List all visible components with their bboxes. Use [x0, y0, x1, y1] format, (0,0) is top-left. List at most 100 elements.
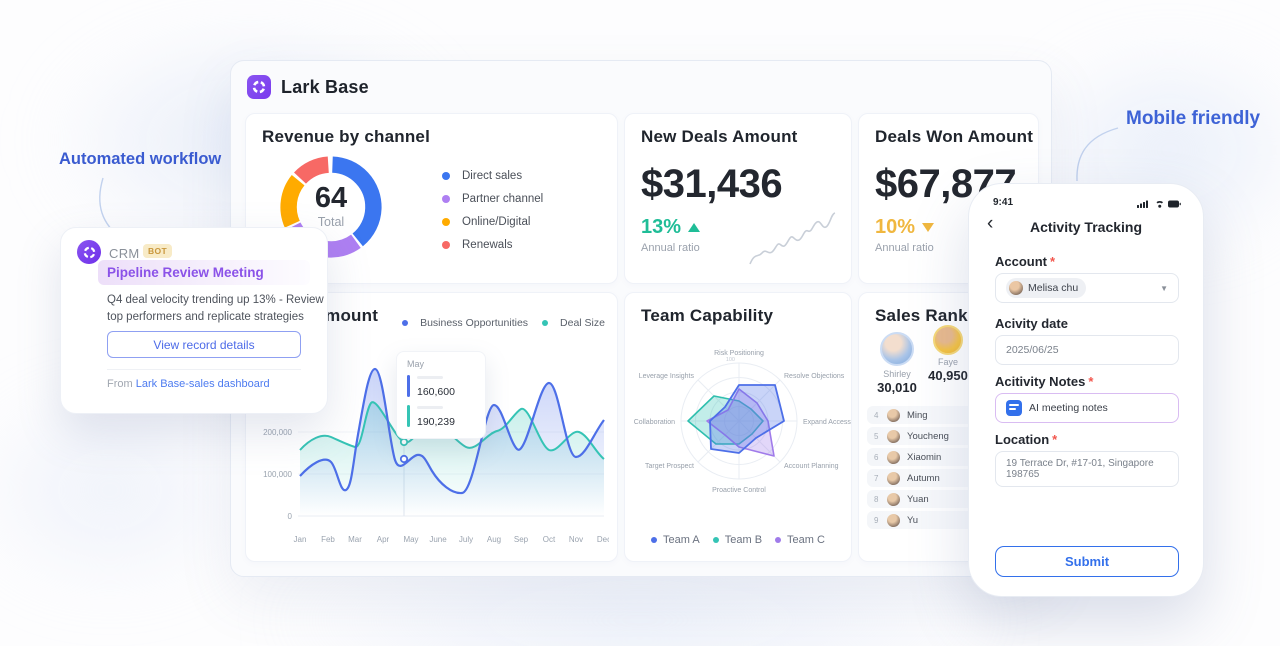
lark-base-logo-icon	[247, 75, 271, 99]
rank-name: Yu	[907, 514, 919, 526]
battery-icon	[1168, 200, 1181, 208]
rank-number: 8	[874, 494, 879, 504]
x-tick: Dec	[597, 535, 609, 544]
legend-label: Team B	[724, 534, 763, 546]
leader-name: Shirley	[883, 369, 911, 379]
rank-name: Autumn	[907, 472, 940, 484]
leader-name: Faye	[937, 357, 958, 367]
date-input[interactable]: 2025/06/25	[995, 335, 1179, 365]
required-asterisk: *	[1050, 254, 1056, 269]
avatar	[887, 471, 900, 485]
radar-axis-label: Expand Access	[803, 419, 851, 426]
legend-item: Business Opportunities	[402, 311, 528, 334]
account-chip-name: Melisa chu	[1028, 282, 1079, 294]
kpi-value: $31,436	[641, 162, 783, 206]
rank-name: Ming	[907, 409, 928, 421]
bot-badge: BOT	[143, 244, 173, 258]
tooltip-row: 160,600	[407, 374, 475, 400]
bot-source-line: From Lark Base-sales dashboard	[107, 378, 270, 390]
rank-number: 7	[874, 473, 879, 483]
bot-body-line: top performers and replicate strategies	[107, 311, 304, 323]
avatar	[1009, 281, 1023, 295]
signal-icon	[1137, 200, 1148, 208]
background-glow	[0, 380, 260, 600]
tooltip-row: 190,239	[407, 404, 475, 430]
radar-tick: 100	[726, 357, 735, 363]
kpi-caption: Annual ratio	[641, 242, 700, 254]
new-deals-amount-card: New Deals Amount $31,436 13% Annual rati…	[624, 113, 852, 284]
submit-button[interactable]: Submit	[995, 546, 1179, 577]
x-tick: Oct	[543, 535, 556, 544]
x-tick: Feb	[321, 535, 335, 544]
radar-axis-label: Risk Positioning	[714, 350, 764, 357]
account-chip: Melisa chu	[1006, 278, 1087, 298]
legend-label: Renewals	[462, 238, 513, 251]
team-capability-card: Team Capability 100 Risk Positioning Res…	[624, 292, 852, 562]
location-input[interactable]: 19 Terrace Dr, #17-01, Singapore 198765	[995, 451, 1179, 487]
required-asterisk: *	[1052, 432, 1058, 447]
tooltip-series-bar	[407, 405, 410, 427]
tooltip-series-skeleton	[417, 376, 443, 379]
avatar	[887, 429, 900, 443]
tooltip-label: May	[407, 359, 425, 369]
legend-item: Deal Size	[542, 311, 605, 334]
status-bar-icons	[1137, 200, 1181, 208]
chevron-down-icon[interactable]: ▼	[1160, 283, 1168, 293]
legend-item: Renewals	[442, 233, 543, 256]
radar-axis-label: Account Planning	[784, 463, 839, 470]
x-tick: Sep	[514, 535, 529, 544]
radar-legend: Team A Team B Team C	[625, 533, 851, 547]
legend-label: Online/Digital	[462, 215, 531, 228]
rank-number: 9	[874, 515, 879, 525]
tooltip-series-skeleton	[417, 406, 443, 409]
kpi-delta-value: 10%	[875, 216, 916, 238]
back-chevron-icon[interactable]: ‹	[987, 213, 994, 234]
legend-item: Partner channel	[442, 187, 543, 210]
bot-app-name: CRM	[109, 246, 140, 261]
line-chart: 200,000 100,000 0 Jan Feb Mar Apr May Ju…	[263, 367, 609, 544]
legend-label: Team C	[787, 534, 825, 546]
x-tick: Aug	[487, 535, 501, 544]
legend-dot	[442, 171, 450, 180]
card-title: New Deals Amount	[641, 127, 798, 146]
rank-number: 5	[874, 431, 879, 441]
legend-item: Team B	[712, 533, 763, 547]
leader-avatar-faye	[933, 325, 963, 355]
y-tick: 200,000	[263, 428, 292, 437]
from-prefix: From	[107, 378, 136, 390]
data-point-marker	[399, 454, 409, 464]
donut-center: 64 Total	[278, 182, 384, 230]
divider	[107, 369, 301, 370]
legend-label: Direct sales	[462, 169, 523, 182]
sparkline-chart	[749, 212, 836, 265]
legend-dot	[775, 537, 782, 543]
card-title: Sales Ranking	[875, 306, 994, 325]
account-field-label: Account *	[995, 254, 1056, 269]
data-point-marker	[399, 437, 409, 447]
avatar	[887, 450, 900, 464]
avatar	[887, 408, 900, 422]
radar-team-b	[687, 395, 764, 445]
source-link[interactable]: Lark Base-sales dashboard	[135, 378, 270, 390]
notes-input[interactable]: AI meeting notes	[995, 393, 1179, 423]
donut-total-value: 64	[314, 182, 348, 214]
y-tick: 100,000	[263, 470, 292, 479]
mobile-phone: 9:41 ‹ Activity Tracking Account * Melisa…	[968, 183, 1204, 597]
view-record-details-button[interactable]: View record details	[107, 331, 301, 358]
x-tick: Nov	[569, 535, 583, 544]
trend-down-icon	[922, 223, 935, 232]
notes-value: AI meeting notes	[1029, 402, 1108, 414]
account-select[interactable]: Melisa chu ▼	[995, 273, 1179, 303]
radar-chart: 100 Risk Positioning Resolve Objections …	[634, 350, 852, 494]
legend-label: Business Opportunities	[420, 316, 529, 329]
window-header: Lark Base	[247, 73, 369, 101]
legend-item: Team A	[651, 533, 700, 547]
legend-item: Online/Digital	[442, 210, 543, 233]
crm-bot-notification-card: CRM BOT Pipeline Review Meeting Q4 deal …	[60, 227, 328, 414]
rank-name: Yuan	[907, 493, 929, 505]
legend-dot	[651, 537, 658, 543]
tooltip-value: 190,239	[417, 416, 455, 428]
radar-axis-label: Proactive Control	[712, 487, 766, 494]
legend-label: Deal Size	[560, 316, 605, 329]
legend-dot	[712, 537, 719, 543]
